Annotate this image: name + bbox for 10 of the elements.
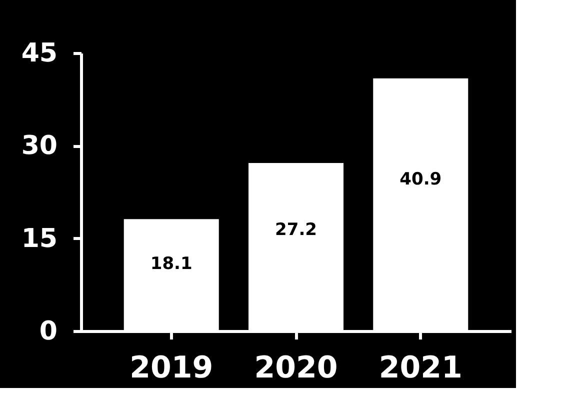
x-tick-label: 2019: [130, 350, 214, 386]
x-tick-label: 2020: [254, 350, 338, 386]
data-label: 40.9: [400, 169, 442, 190]
y-tick-label: 0: [39, 316, 58, 346]
x-tick-label: 2021: [378, 350, 462, 386]
data-label: 27.2: [275, 220, 317, 240]
data-label: 18.1: [150, 254, 192, 274]
y-tick-label: 30: [21, 131, 58, 162]
y-tick-label: 45: [21, 38, 58, 68]
y-tick-label: 15: [21, 224, 58, 254]
